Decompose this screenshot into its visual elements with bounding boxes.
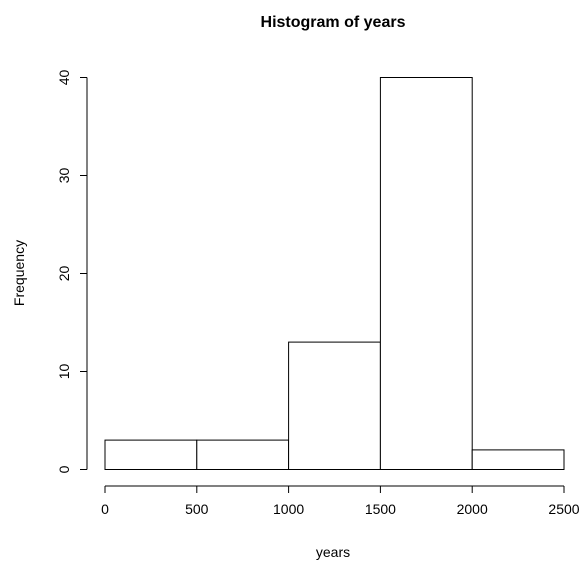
x-tick-label-0: 0 (101, 501, 109, 517)
y-tick-label-1: 10 (56, 364, 72, 380)
x-tick-label-2: 1000 (273, 501, 304, 517)
histogram-bar-3 (379, 77, 473, 470)
histogram-bar-2 (288, 341, 381, 471)
chart-title: Histogram of years (261, 14, 406, 31)
y-axis: 0 10 20 30 40 (56, 70, 88, 473)
x-axis: 0 500 1000 1500 2000 2500 (101, 485, 580, 517)
histogram-bar-0 (104, 439, 198, 471)
x-axis-label: years (316, 544, 350, 560)
x-tick-label-4: 2000 (457, 501, 488, 517)
x-tick-label-3: 1500 (365, 501, 396, 517)
x-tick-label-5: 2500 (548, 501, 579, 517)
histogram-bar-1 (196, 439, 290, 471)
bars-group (104, 77, 565, 471)
y-tick-label-3: 30 (56, 168, 72, 184)
y-tick-label-2: 20 (56, 266, 72, 282)
y-tick-label-4: 40 (56, 70, 72, 86)
y-tick-label-0: 0 (56, 465, 72, 473)
y-axis-label: Frequency (11, 240, 27, 306)
x-tick-label-1: 500 (185, 501, 209, 517)
histogram-bar-4 (471, 449, 565, 470)
